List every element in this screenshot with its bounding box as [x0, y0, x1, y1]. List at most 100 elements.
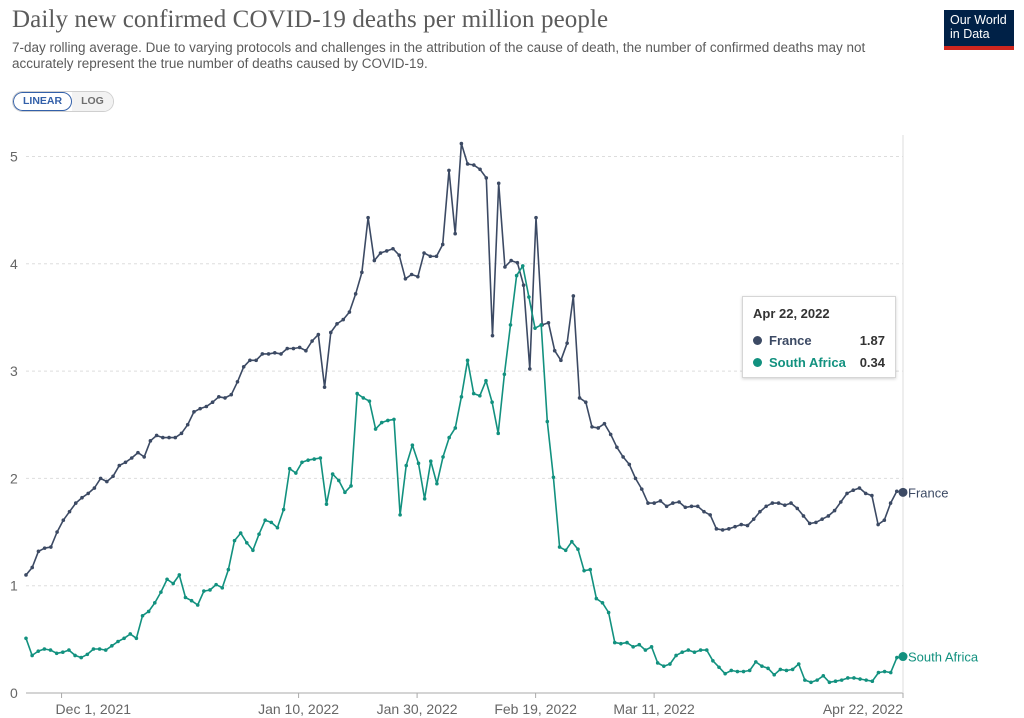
data-point [152, 601, 157, 605]
data-point [30, 565, 35, 570]
x-tick-label: Apr 22, 2022 [823, 701, 903, 717]
data-point [202, 589, 206, 593]
data-point [692, 650, 697, 655]
data-point [619, 641, 623, 646]
data-point [229, 392, 234, 397]
data-point [220, 586, 225, 590]
data-point [720, 528, 725, 532]
data-point [269, 520, 274, 525]
data-point [821, 674, 826, 678]
data-point [117, 463, 122, 468]
data-point [335, 322, 339, 326]
data-point [447, 168, 451, 173]
data-point [702, 509, 706, 514]
data-point [545, 419, 550, 424]
data-point [809, 680, 813, 685]
series-end-point [898, 652, 908, 662]
log-scale-button[interactable]: LOG [72, 92, 113, 111]
data-point [863, 491, 868, 496]
data-point [503, 265, 507, 269]
data-point [297, 345, 302, 350]
data-point [105, 479, 109, 484]
series-end-label: France [908, 485, 948, 500]
data-point [304, 348, 308, 353]
data-point [758, 509, 762, 514]
series-line-france [25, 142, 904, 576]
x-tick-label: Jan 10, 2022 [258, 701, 339, 717]
data-point [708, 513, 712, 517]
data-point [631, 645, 635, 649]
data-point [48, 648, 53, 652]
x-tick-label: Dec 1, 2021 [56, 701, 132, 717]
data-point [80, 495, 84, 500]
data-point [803, 678, 807, 682]
data-point [55, 530, 59, 534]
data-point [306, 458, 310, 462]
data-point [764, 504, 768, 509]
data-point [349, 484, 353, 488]
data-point [600, 601, 605, 605]
series-end-point [898, 487, 908, 497]
data-point [140, 613, 145, 618]
data-point [582, 568, 586, 573]
data-point [24, 636, 28, 641]
y-tick-label: 1 [10, 578, 18, 594]
data-point [103, 648, 108, 652]
data-point [717, 665, 721, 670]
data-point [310, 339, 314, 343]
data-point [410, 443, 415, 447]
data-point [602, 421, 607, 426]
data-point [441, 455, 445, 459]
data-point [571, 294, 576, 298]
data-point [472, 163, 476, 167]
data-point [223, 396, 227, 400]
data-point [238, 531, 243, 535]
data-point [662, 664, 666, 668]
data-point [714, 527, 719, 531]
y-tick-label: 4 [10, 256, 18, 272]
data-point [502, 372, 507, 377]
data-point [185, 422, 190, 427]
data-point [159, 590, 163, 594]
data-point [677, 500, 681, 504]
owid-logo[interactable]: Our World in Data [944, 10, 1014, 50]
data-point [110, 643, 114, 648]
data-point [615, 445, 619, 450]
tooltip-entity-name: South Africa [769, 354, 846, 370]
data-point [136, 450, 140, 455]
data-point [67, 648, 71, 652]
data-point [894, 489, 899, 494]
data-point [146, 609, 151, 614]
data-point [646, 501, 650, 505]
data-point [680, 650, 685, 655]
data-point [698, 648, 703, 652]
data-point [24, 573, 28, 577]
linear-scale-button[interactable]: LINEAR [13, 92, 73, 111]
data-point [294, 471, 298, 475]
data-point [851, 488, 856, 492]
data-point [733, 524, 737, 529]
data-point [784, 668, 789, 673]
data-point [471, 391, 476, 396]
data-point [384, 249, 389, 253]
data-point [409, 272, 414, 277]
data-point [312, 457, 317, 461]
data-point [583, 400, 588, 404]
data-point [416, 274, 420, 279]
data-point [496, 431, 501, 436]
data-point [361, 396, 366, 400]
data-point [148, 439, 153, 443]
data-point [520, 264, 525, 268]
data-point [251, 548, 255, 553]
data-point [341, 317, 346, 322]
data-point [435, 481, 439, 486]
data-point [833, 679, 838, 683]
data-point [826, 514, 831, 518]
data-point [745, 523, 750, 528]
data-point [116, 639, 120, 644]
data-point [546, 320, 551, 325]
data-point [845, 491, 849, 496]
chart-subtitle: 7-day rolling average. Due to varying pr… [12, 40, 866, 71]
data-point [210, 400, 215, 404]
